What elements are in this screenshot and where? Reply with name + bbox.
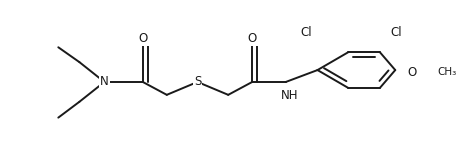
- Text: N: N: [100, 75, 109, 88]
- Text: S: S: [194, 75, 201, 88]
- Text: CH₃: CH₃: [437, 67, 457, 77]
- Text: Cl: Cl: [390, 26, 402, 39]
- Text: O: O: [407, 66, 416, 79]
- Text: NH: NH: [281, 89, 299, 102]
- Text: Cl: Cl: [300, 26, 312, 39]
- Text: O: O: [248, 32, 257, 45]
- Text: O: O: [138, 32, 147, 45]
